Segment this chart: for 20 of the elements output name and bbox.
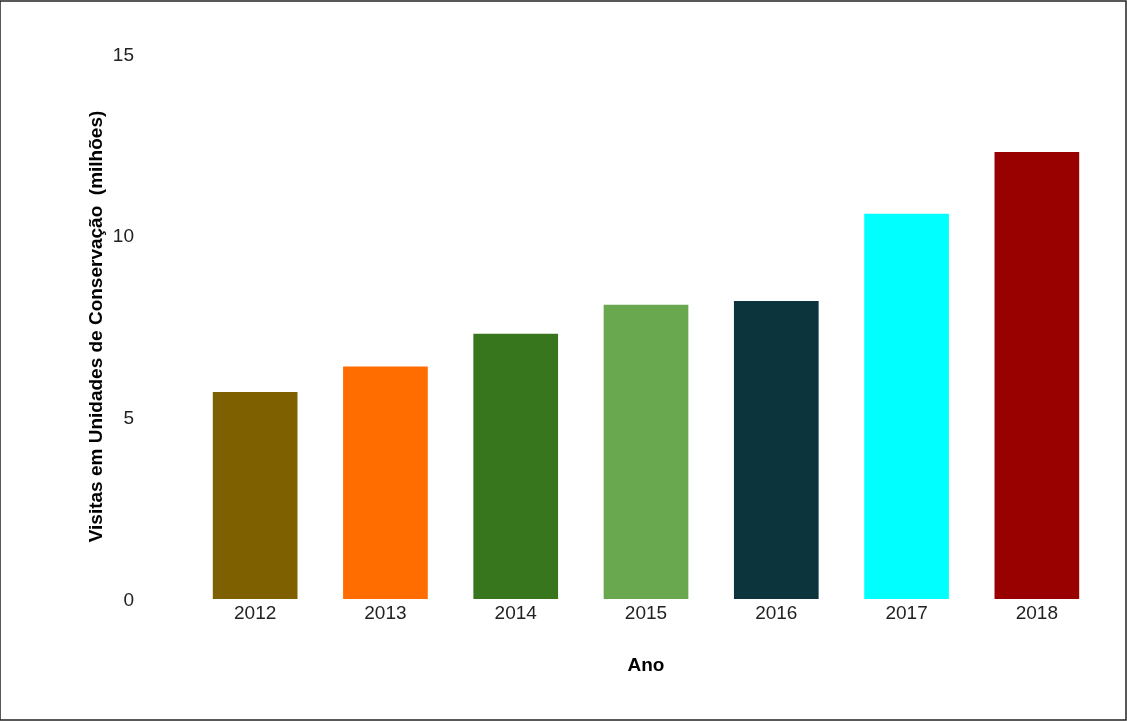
x-axis-title: Ano (627, 653, 665, 675)
bar (994, 152, 1080, 599)
y-tick-label: 0 (123, 588, 134, 610)
bar (603, 304, 689, 599)
x-tick-label: 2017 (885, 602, 928, 623)
y-tick-label: 15 (112, 43, 134, 65)
y-tick-label: 10 (112, 225, 134, 247)
bar (473, 333, 559, 599)
x-tick-label: 2012 (234, 602, 277, 623)
x-tick-label: 2014 (494, 602, 538, 623)
x-tick-label: 2016 (755, 602, 798, 623)
bar (864, 213, 949, 599)
bar (343, 366, 428, 599)
x-tick-label: 2018 (1015, 602, 1058, 623)
x-tick-label: 2015 (624, 602, 668, 623)
y-tick-label: 5 (123, 406, 134, 428)
y-axis-title: Visitas em Unidades de Conservação (milhões) (84, 110, 106, 543)
bar (733, 301, 819, 599)
x-tick-label: 2013 (364, 602, 407, 623)
bar (212, 391, 298, 599)
